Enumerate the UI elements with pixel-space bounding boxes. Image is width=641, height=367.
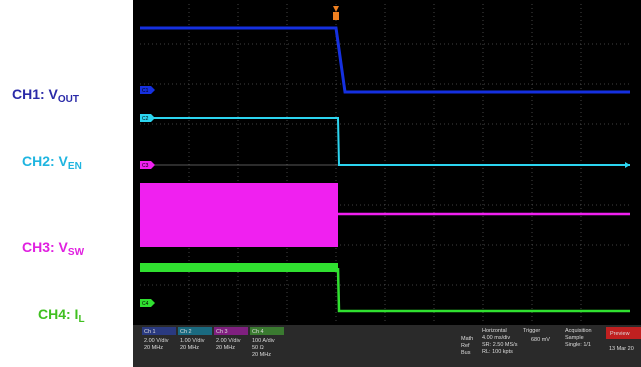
channel-setting: 20 MHz — [144, 345, 163, 351]
channel-name: Ch 4 — [252, 329, 264, 335]
scope-screen — [133, 0, 641, 325]
label-sub: SW — [68, 247, 85, 258]
label-prefix: CH3: V — [22, 239, 69, 255]
label-prefix: CH4: I — [38, 306, 78, 322]
channel-name: Ch 3 — [216, 329, 228, 335]
channel-setting: 20 MHz — [252, 352, 271, 358]
channel-badge[interactable] — [250, 327, 284, 335]
label-sub: L — [78, 314, 84, 325]
horizontal: SR: 2.50 MS/s — [482, 342, 518, 348]
trigger: 680 mV — [531, 337, 550, 343]
channel-label: CH4: IL — [38, 306, 85, 325]
horizontal: Horizontal — [482, 328, 507, 334]
math-ref-bus: Ref — [461, 343, 470, 349]
trigger-level — [625, 162, 630, 168]
trigger-marker — [333, 6, 339, 12]
math-ref-bus: Bus — [461, 350, 471, 356]
date: 13 Mar 20 — [609, 346, 634, 352]
channel-label: CH3: VSW — [22, 239, 85, 258]
channel-setting: 2.00 V/div — [144, 338, 169, 344]
channel-name: Ch 2 — [180, 329, 192, 335]
channel-setting: 100 A/div — [252, 338, 275, 344]
channel-setting: 20 MHz — [216, 345, 235, 351]
horizontal: 4.00 ms/div — [482, 335, 510, 341]
ch3-trace — [140, 183, 338, 247]
marker-label: C2 — [142, 116, 149, 122]
trigger-marker — [333, 12, 339, 20]
channel-label: CH2: VEN — [22, 153, 82, 172]
channel-setting: 2.00 V/div — [216, 338, 241, 344]
acquisition: Single: 1/1 — [565, 342, 591, 348]
acquisition: Sample — [565, 335, 584, 341]
label-sub: OUT — [58, 94, 79, 105]
ch2-trace — [140, 117, 630, 166]
channel-setting: 50 Ω — [252, 345, 264, 351]
acquisition: Acquisition — [565, 328, 592, 334]
preview: Preview — [610, 331, 630, 337]
ch1-trace — [140, 26, 630, 94]
channel-marker — [140, 161, 155, 169]
channel-marker — [140, 86, 155, 94]
trigger: Trigger — [523, 328, 540, 334]
marker-label: C3 — [142, 163, 149, 169]
horizontal: RL: 100 kpts — [482, 349, 513, 355]
ch4-trace — [336, 267, 630, 313]
marker-label: C4 — [142, 301, 149, 307]
label-sub: EN — [68, 161, 82, 172]
grid — [140, 4, 630, 322]
channel-setting: 1.00 V/div — [180, 338, 205, 344]
label-prefix: CH1: V — [12, 86, 59, 102]
math-ref-bus: Math — [461, 336, 473, 342]
channel-marker — [140, 299, 155, 307]
channel-setting: 20 MHz — [180, 345, 199, 351]
channel-name: Ch 1 — [144, 329, 156, 335]
channel-label: CH1: VOUT — [12, 86, 79, 105]
marker-label: C1 — [142, 88, 149, 94]
channel-marker — [140, 114, 155, 122]
channel-badge[interactable] — [142, 327, 176, 335]
preview-badge[interactable] — [606, 327, 641, 339]
label-prefix: CH2: V — [22, 153, 69, 169]
channel-badge[interactable] — [214, 327, 248, 335]
ch4-trace — [140, 263, 338, 272]
channel-badge[interactable] — [178, 327, 212, 335]
